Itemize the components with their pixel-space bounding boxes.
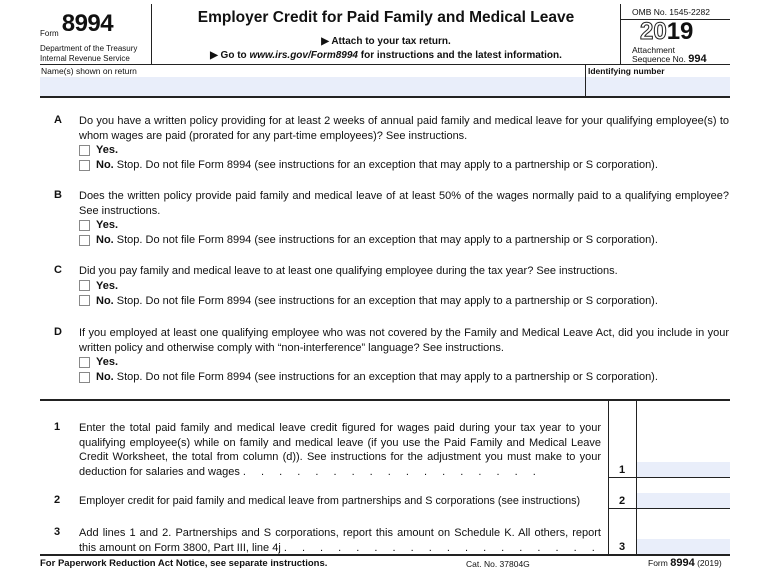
line-2-box-label: 2 [618,495,626,507]
no-label: No. [96,294,114,307]
question-letter: C [54,264,62,276]
yes-checkbox[interactable] [79,219,90,231]
yes-label: Yes. [96,356,119,368]
line-1-box-label: 1 [618,464,626,476]
question-text: If you employed at least one qualifying … [79,327,729,354]
line-1-amount[interactable] [637,462,730,477]
line-text: Employer credit for paid family and medi… [79,495,581,507]
yes-checkbox[interactable] [79,356,90,368]
year-bold: 19 [666,18,694,45]
irs-url[interactable]: www.irs.gov/Form8994 [249,50,358,61]
no-checkbox[interactable] [79,295,90,306]
no-text: Stop. Do not file Form 8994 (see instruc… [113,371,658,383]
omb-number: OMB No. 1545-2282 [632,7,710,17]
question-letter: A [54,114,62,126]
sequence-label: Sequence No. [632,54,686,64]
dept-line2: Internal Revenue Service [40,54,130,63]
attach-instruction: ▶ Attach to your tax return. [321,36,451,47]
line-number: 1 [54,421,61,433]
question-letter: B [54,189,62,201]
line-2-amount[interactable] [637,493,730,508]
no-label: No. [96,234,114,246]
no-label: No. [96,159,114,171]
question-letter: D [54,326,62,338]
form-number: 8994 [61,10,114,37]
year-outline: 20 [640,18,668,45]
yes-option[interactable]: Yes. [79,144,118,156]
question-text: Did you pay family and medical leave to … [79,265,618,277]
no-checkbox[interactable] [79,371,90,383]
no-option[interactable]: No. Stop. Do not file Form 8994 (see ins… [79,159,658,171]
yes-label: Yes. [96,144,119,156]
goto-prefix: ▶ Go to [210,50,250,61]
no-checkbox[interactable] [79,159,90,171]
line-number: 3 [54,526,61,538]
form-label: Form [40,29,59,38]
yes-checkbox[interactable] [79,144,90,156]
no-label: No. [96,371,114,383]
goto-suffix: for instructions and the latest informat… [358,50,562,61]
no-checkbox[interactable] [79,234,90,246]
line-3-box-label: 3 [618,541,626,553]
sequence-number: 994 [688,53,707,65]
name-label: Name(s) shown on return [41,66,137,76]
name-field[interactable] [40,77,585,96]
paperwork-notice: For Paperwork Reduction Act Notice, see … [40,558,328,569]
dept-line1: Department of the Treasury [40,44,138,53]
catalog-number: Cat. No. 37804G [466,559,530,569]
footer-form-label: Form [648,558,668,568]
footer-year: (2019) [697,558,722,568]
no-text: Stop. Do not file Form 8994 (see instruc… [113,234,658,246]
footer-form-id: Form 8994 (2019) [648,557,722,569]
no-option[interactable]: No. Stop. Do not file Form 8994 (see ins… [79,234,658,246]
goto-instruction: ▶ Go to www.irs.gov/Form8994 for instruc… [152,50,620,61]
identifying-number-field[interactable] [586,77,730,96]
line-text: Add lines 1 and 2. Partnerships and S co… [79,527,601,554]
question-text: Do you have a written policy providing f… [79,115,729,142]
form-number-block: Form 8994 [40,10,114,38]
yes-option[interactable]: Yes. [79,356,118,368]
form-title: Employer Credit for Paid Family and Medi… [197,9,575,26]
no-option[interactable]: No. Stop. Do not file Form 8994 (see ins… [79,371,658,383]
yes-label: Yes. [96,219,119,231]
attachment-label: Attachment [632,45,675,55]
tax-year: 2019 [640,18,694,45]
line-number: 2 [54,494,61,506]
yes-label: Yes. [96,279,119,292]
no-text: Stop. Do not file Form 8994 (see instruc… [113,159,658,171]
no-option[interactable]: No. Stop. Do not file Form 8994 (see ins… [79,295,658,307]
footer-form-number: 8994 [670,557,695,569]
attachment-sequence: Attachment Sequence No. 994 [632,45,707,65]
department: Department of the Treasury Internal Reve… [40,44,137,64]
no-text: Stop. Do not file Form 8994 (see instruc… [113,294,658,307]
yes-checkbox[interactable] [79,280,90,291]
yes-option[interactable]: Yes. [79,219,118,231]
line-text: Enter the total paid family and medical … [79,422,601,478]
question-text: Does the written policy provide paid fam… [79,190,729,217]
leader-dots: . . . . . . . . . . . . . . . . . [242,465,542,478]
identifying-number-label: Identifying number [588,66,665,76]
yes-option[interactable]: Yes. [79,280,118,292]
line-3-amount[interactable] [637,539,730,554]
leader-dots: . . . . . . . . . . . . . . . . . . [283,541,601,554]
